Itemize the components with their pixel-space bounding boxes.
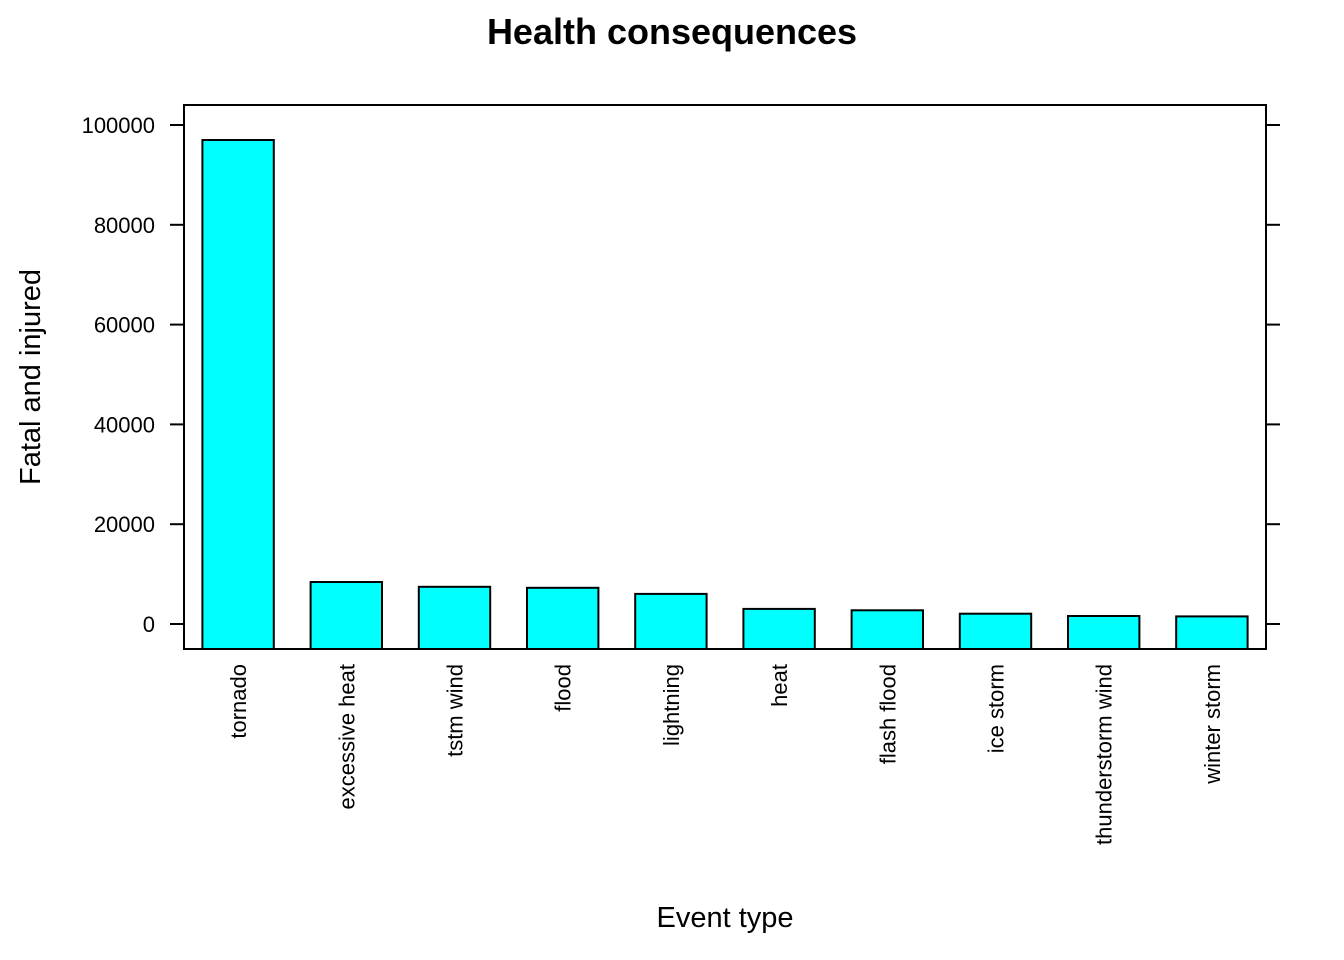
x-tick-label: ice storm xyxy=(984,664,1009,753)
y-axis-label: Fatal and injured xyxy=(15,269,47,485)
y-tick-label: 80000 xyxy=(94,213,155,238)
bar-excessive-heat xyxy=(309,581,384,650)
bar-lightning xyxy=(634,592,708,651)
x-tick-label: winter storm xyxy=(1200,664,1225,785)
bar-flash-flood xyxy=(850,609,924,650)
plot-area: tornado excessive heat tstm wind flood light… xyxy=(82,113,1280,845)
bar-ice-storm xyxy=(958,612,1033,651)
plot-frame xyxy=(183,104,1267,650)
x-tick-label: heat xyxy=(767,664,792,707)
bar-tornado xyxy=(201,139,275,650)
x-tick-label: excessive heat xyxy=(334,664,359,810)
y-tick-label: 20000 xyxy=(94,512,155,537)
x-tick-label: flood xyxy=(551,664,576,712)
bar-flood xyxy=(526,586,600,650)
x-tick-label: tstm wind xyxy=(443,664,468,757)
chart-title: Health consequences xyxy=(487,11,857,52)
y-tick-label: 40000 xyxy=(94,412,155,437)
x-tick-label: lightning xyxy=(659,664,684,746)
x-axis-label: Event type xyxy=(656,902,793,934)
bar-winter-storm xyxy=(1175,615,1249,651)
x-tick-label: flash flood xyxy=(875,664,900,764)
x-tick-label: tornado xyxy=(226,664,251,739)
bar-tstm-wind xyxy=(417,585,492,650)
y-tick-label: 100000 xyxy=(82,113,155,138)
bar-thunderstorm-wind xyxy=(1067,615,1141,650)
y-tick-label: 0 xyxy=(143,612,155,637)
x-tick-label: thunderstorm wind xyxy=(1092,664,1117,845)
bar-heat xyxy=(742,607,816,651)
y-tick-label: 60000 xyxy=(94,313,155,338)
